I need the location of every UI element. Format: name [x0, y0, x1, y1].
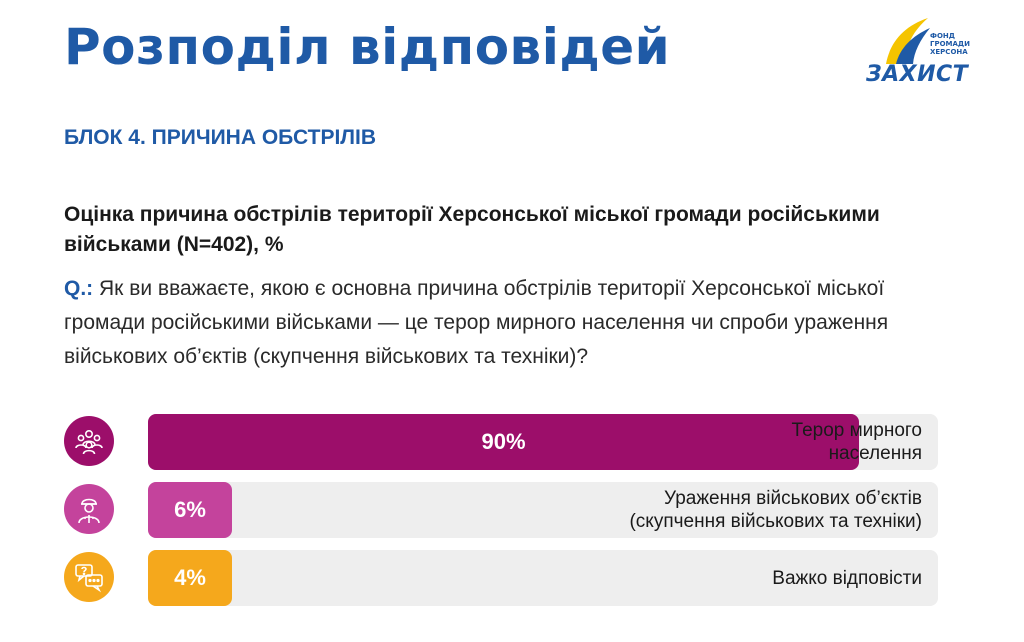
people-group-icon — [64, 416, 114, 466]
bar: 4% — [148, 550, 232, 606]
page-title: Розподіл відповідей — [64, 18, 671, 76]
question-text: Q.: Як ви вважаєте, якою є основна причи… — [64, 272, 964, 374]
category-label: Ураження військових об’єктів (скупчення … — [629, 488, 922, 532]
bar-track: 6% — [148, 482, 938, 538]
bar-track: 90% — [148, 414, 938, 470]
chart-title: Оцінка причина обстрілів території Херсо… — [64, 203, 880, 256]
bar-row-terror: 90% Терор мирного населення — [0, 414, 1024, 470]
logo-flag-icon — [886, 18, 930, 64]
bar-row-military: 6% Ураження військових об’єктів (скупчен… — [0, 482, 1024, 538]
question-prefix: Q.: — [64, 277, 94, 300]
bar: 6% — [148, 482, 232, 538]
bar-value-label: 90% — [481, 429, 526, 454]
soldier-icon — [64, 484, 114, 534]
logo-wordmark: ЗАХИСТ — [866, 62, 969, 87]
speech-bubbles-question-icon — [64, 552, 114, 602]
category-label: Важко відповісти — [772, 567, 922, 589]
bar-track: 4% — [148, 550, 938, 606]
bar-value-label: 4% — [174, 565, 206, 590]
question-body: Як ви вважаєте, якою є основна причина о… — [64, 277, 889, 368]
category-label: Терор мирного населення — [791, 420, 922, 464]
bar-value-label: 6% — [174, 497, 206, 522]
logo-subtitle: Фонд громади Херсона — [930, 32, 971, 56]
bar-row-hard-to-answer: 4% Важко відповісти — [0, 550, 1024, 606]
logo: Фонд громади Херсона ЗАХИСТ — [856, 12, 976, 88]
bar: 90% — [148, 414, 859, 470]
block-label: БЛОК 4. ПРИЧИНА ОБСТРІЛІВ — [64, 126, 377, 149]
